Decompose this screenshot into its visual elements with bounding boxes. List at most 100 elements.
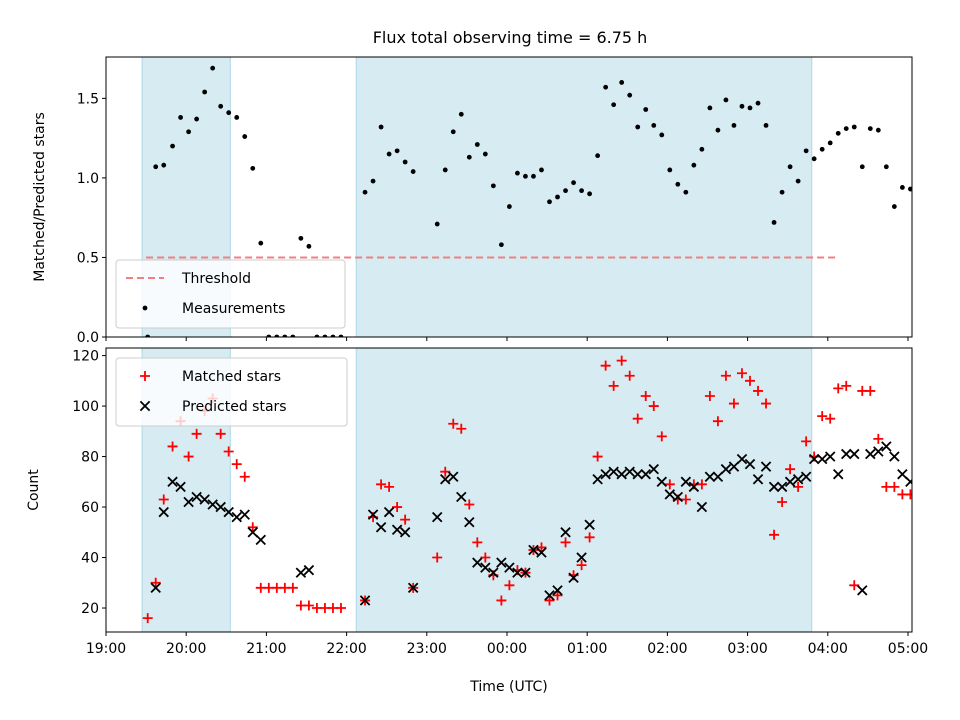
data-point xyxy=(704,390,715,401)
data-point xyxy=(768,481,780,493)
data-point xyxy=(843,126,849,131)
data-point xyxy=(496,595,507,606)
data-point xyxy=(640,390,651,401)
data-point xyxy=(338,334,344,337)
data-point xyxy=(651,123,657,128)
x-tick-label: 00:00 xyxy=(487,641,527,657)
data-point xyxy=(787,164,793,170)
data-point xyxy=(158,506,169,518)
legend-label: Matched stars xyxy=(182,369,281,385)
data-point xyxy=(736,453,748,465)
legend-marker xyxy=(140,371,150,381)
data-point xyxy=(303,600,314,611)
x-tick-label: 20:00 xyxy=(166,641,206,657)
x-axis-label: Time (UTC) xyxy=(469,679,547,695)
data-point xyxy=(889,481,900,492)
data-point xyxy=(290,334,296,337)
data-point xyxy=(186,129,192,135)
legend-label: Predicted stars xyxy=(182,399,287,415)
data-point xyxy=(142,613,153,624)
data-point xyxy=(544,595,555,606)
data-point xyxy=(608,380,619,391)
legend-marker xyxy=(142,305,148,311)
data-point xyxy=(512,567,523,578)
data-point xyxy=(456,423,467,434)
data-point xyxy=(867,126,873,131)
data-point xyxy=(161,162,167,168)
data-point xyxy=(391,524,403,535)
data-point xyxy=(544,590,555,601)
data-point xyxy=(255,534,267,546)
data-point xyxy=(303,564,315,576)
data-point xyxy=(792,474,804,485)
data-point xyxy=(378,124,384,130)
data-point xyxy=(728,461,740,472)
top-panel: 0.0 0.5 1.0 1.5 Matched/Predicted stars Thres… xyxy=(32,56,960,346)
data-point xyxy=(322,334,328,337)
bottom-panel: 20 40 60 80 100 120 19:00 20:00 21:00 22:00 23:00 0… xyxy=(26,347,960,695)
data-point xyxy=(907,186,912,192)
data-point xyxy=(579,188,584,194)
data-point xyxy=(472,557,483,568)
data-point xyxy=(648,463,659,475)
data-point xyxy=(865,448,876,460)
data-point xyxy=(648,401,659,412)
data-point xyxy=(849,448,860,460)
data-point xyxy=(456,491,467,503)
data-point xyxy=(498,242,504,248)
data-point xyxy=(954,470,960,479)
data-point xyxy=(464,516,475,528)
data-point xyxy=(793,481,804,492)
data-point xyxy=(760,461,772,472)
data-point xyxy=(600,468,611,480)
data-point xyxy=(287,582,298,593)
data-point xyxy=(914,490,923,499)
data-point xyxy=(367,509,379,520)
data-point xyxy=(940,128,945,133)
data-point xyxy=(247,527,259,538)
data-point xyxy=(720,463,732,475)
data-point xyxy=(683,189,689,195)
data-point xyxy=(624,370,635,381)
data-point xyxy=(383,506,395,518)
data-point xyxy=(739,103,745,109)
data-point xyxy=(202,89,208,95)
data-point xyxy=(924,176,929,181)
y-tick-label: 120 xyxy=(72,349,99,365)
data-point xyxy=(370,178,376,184)
data-point xyxy=(474,142,480,147)
data-point xyxy=(771,220,777,225)
data-point xyxy=(811,156,817,162)
data-point xyxy=(458,111,464,117)
data-point xyxy=(624,466,635,477)
data-point xyxy=(875,127,881,133)
data-point xyxy=(691,162,697,168)
data-point xyxy=(841,380,852,391)
data-point xyxy=(859,164,865,170)
data-point xyxy=(954,386,960,396)
data-point xyxy=(568,572,579,583)
data-point xyxy=(747,105,753,111)
data-point xyxy=(266,334,272,337)
y-tick-label: 1.5 xyxy=(77,91,99,107)
data-point xyxy=(150,577,161,588)
data-point xyxy=(956,123,960,128)
x-tick-label: 01:00 xyxy=(567,641,607,657)
y-tick-label: 100 xyxy=(72,399,99,415)
data-point xyxy=(937,426,947,436)
data-point xyxy=(881,441,892,452)
plot-area xyxy=(145,65,960,337)
data-point xyxy=(434,221,440,227)
data-point xyxy=(563,188,568,194)
data-point xyxy=(399,527,411,538)
data-point xyxy=(833,383,844,394)
data-point xyxy=(763,123,769,128)
data-point xyxy=(664,479,675,490)
data-point xyxy=(226,110,232,116)
data-point xyxy=(191,428,202,439)
legend-marker xyxy=(139,400,151,412)
data-point xyxy=(223,506,234,518)
data-point xyxy=(555,194,560,200)
data-point xyxy=(808,453,820,465)
data-point xyxy=(921,565,931,575)
